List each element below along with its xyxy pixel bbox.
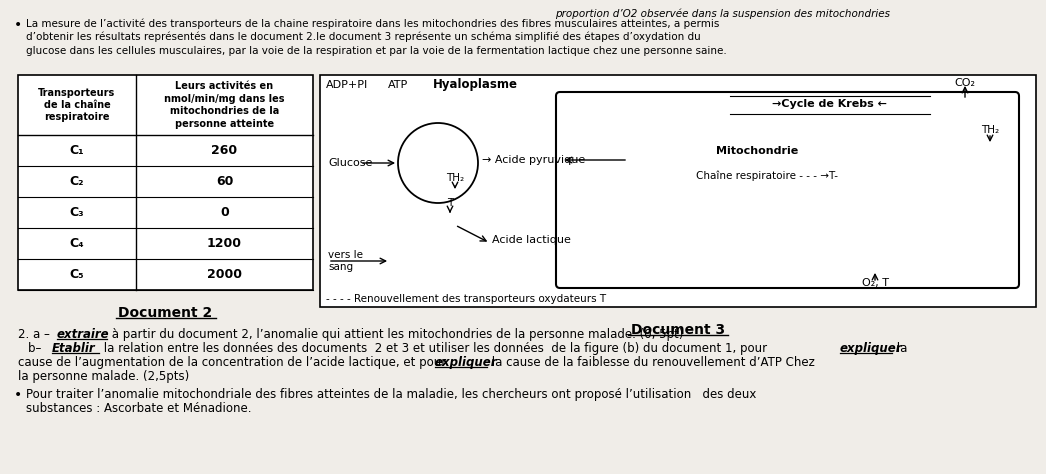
Text: C₅: C₅ [70, 268, 85, 281]
Text: 1200: 1200 [207, 237, 242, 250]
Text: 60: 60 [215, 175, 233, 188]
Text: O₂, T: O₂, T [862, 278, 888, 288]
Text: Pour traiter l’anomalie mitochondriale des fibres atteintes de la maladie, les c: Pour traiter l’anomalie mitochondriale d… [26, 388, 756, 401]
FancyBboxPatch shape [556, 92, 1019, 288]
Text: b–: b– [28, 342, 45, 355]
Text: Document 3: Document 3 [631, 323, 725, 337]
Text: cause de l’augmentation de la concentration de l’acide lactique, et pour: cause de l’augmentation de la concentrat… [18, 356, 450, 369]
Text: extraire: extraire [56, 328, 110, 341]
Text: la relation entre les données des documents  2 et 3 et utiliser les données  de : la relation entre les données des docume… [100, 342, 771, 355]
Text: ADP+PI: ADP+PI [326, 80, 368, 90]
Text: substances : Ascorbate et Ménadione.: substances : Ascorbate et Ménadione. [26, 402, 251, 415]
Text: Mitochondrie: Mitochondrie [717, 146, 799, 156]
Text: CO₂: CO₂ [955, 78, 976, 88]
Text: C₃: C₃ [70, 206, 85, 219]
Text: - - - - Renouvellement des transporteurs oxydateurs T: - - - - Renouvellement des transporteurs… [326, 294, 606, 304]
Text: 2. a –: 2. a – [18, 328, 53, 341]
Text: →Cycle de Krebs ←: →Cycle de Krebs ← [773, 99, 887, 109]
Text: 2000: 2000 [207, 268, 242, 281]
Text: la personne malade. (2,5pts): la personne malade. (2,5pts) [18, 370, 189, 383]
Bar [18, 75, 313, 290]
Circle shape [397, 123, 478, 203]
Text: vers le: vers le [328, 250, 363, 260]
Text: •: • [14, 388, 22, 402]
Text: Etablir: Etablir [52, 342, 95, 355]
Text: C₂: C₂ [70, 175, 85, 188]
Text: sang: sang [328, 262, 354, 272]
Text: la: la [893, 342, 907, 355]
Text: ATP: ATP [388, 80, 408, 90]
Text: 0: 0 [220, 206, 229, 219]
Text: TH₂: TH₂ [446, 173, 464, 183]
Text: 260: 260 [211, 144, 237, 157]
Text: à partir du document 2, l’anomalie qui attient les mitochondries de la personne : à partir du document 2, l’anomalie qui a… [108, 328, 683, 341]
Text: •: • [14, 18, 22, 32]
Text: la cause de la faiblesse du renouvellement d’ATP Chez: la cause de la faiblesse du renouvelleme… [488, 356, 815, 369]
Text: Hyaloplasme: Hyaloplasme [432, 78, 518, 91]
Text: Leurs activités en
nmol/min/mg dans les
mitochondries de la
personne atteinte: Leurs activités en nmol/min/mg dans les … [164, 82, 285, 128]
Text: proportion d’O2 observée dans la suspension des mitochondries: proportion d’O2 observée dans la suspens… [555, 8, 890, 18]
Text: Acide lactique: Acide lactique [492, 235, 571, 245]
Text: C₄: C₄ [70, 237, 85, 250]
Text: → Acide pyruvique: → Acide pyruvique [482, 155, 586, 165]
Text: Glucose: Glucose [328, 158, 372, 168]
Text: La mesure de l’activité des transporteurs de la chaine respiratoire dans les mit: La mesure de l’activité des transporteur… [26, 18, 727, 55]
Text: C₁: C₁ [70, 144, 85, 157]
Text: expliquer: expliquer [435, 356, 498, 369]
Text: expliquer: expliquer [840, 342, 903, 355]
Text: Document 2: Document 2 [118, 306, 212, 320]
Text: TH₂: TH₂ [981, 125, 999, 135]
Text: Chaîne respiratoire - - - →T-: Chaîne respiratoire - - - →T- [697, 171, 839, 181]
Text: Transporteurs
de la chaîne
respiratoire: Transporteurs de la chaîne respiratoire [39, 88, 116, 122]
Text: T: T [447, 198, 453, 208]
Bar [320, 75, 1036, 307]
